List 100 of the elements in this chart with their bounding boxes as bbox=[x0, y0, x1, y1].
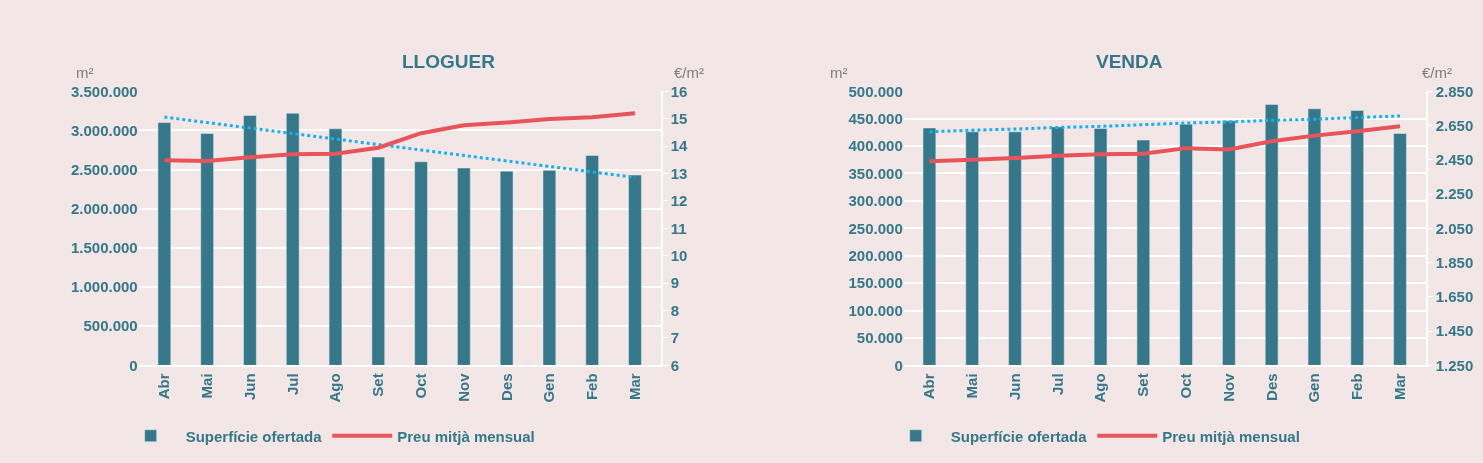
legend-label: Preu mitjà mensual bbox=[397, 427, 535, 445]
y-axis-title: m² bbox=[76, 64, 94, 81]
bar bbox=[414, 161, 428, 366]
bar bbox=[499, 170, 514, 366]
y2-tick-label: 9 bbox=[670, 274, 679, 292]
y2-tick-label: 1.450 bbox=[1435, 322, 1474, 340]
chart-title: LLOGUER bbox=[402, 51, 496, 72]
y2-tick-label: 2.050 bbox=[1435, 219, 1474, 237]
y2-tick-label: 1.250 bbox=[1435, 356, 1474, 374]
y2-tick-label: 14 bbox=[670, 137, 688, 155]
bar bbox=[965, 131, 979, 366]
bar bbox=[628, 174, 642, 366]
x-tick-label: Set bbox=[1134, 373, 1152, 397]
y-tick-label: 2.500.000 bbox=[70, 160, 138, 178]
y-tick-label: 0 bbox=[129, 356, 138, 374]
x-tick-label: Mai bbox=[963, 373, 981, 399]
bar bbox=[371, 156, 385, 366]
legend-label: Preu mitjà mensual bbox=[1162, 427, 1300, 445]
y-tick-label: 3.000.000 bbox=[70, 121, 138, 139]
y2-tick-label: 11 bbox=[670, 219, 687, 237]
bar bbox=[1136, 139, 1150, 366]
bar bbox=[1265, 104, 1279, 366]
bar bbox=[1093, 128, 1108, 366]
y-tick-label: 1.000.000 bbox=[70, 278, 138, 296]
y-tick-label: 0 bbox=[894, 356, 903, 374]
bar bbox=[328, 128, 343, 366]
y2-tick-label: 1.650 bbox=[1435, 288, 1474, 306]
line-series bbox=[927, 124, 1403, 164]
y-tick-label: 1.500.000 bbox=[70, 239, 138, 257]
x-tick-label: Jul bbox=[283, 373, 301, 396]
x-tick-label: Oct bbox=[411, 373, 429, 399]
y2-tick-label: 12 bbox=[670, 192, 688, 210]
bar bbox=[922, 127, 937, 366]
bar bbox=[457, 167, 471, 366]
bar bbox=[1393, 133, 1407, 366]
y2-tick-label: 6 bbox=[670, 356, 679, 374]
x-tick-label: Nov bbox=[454, 372, 472, 402]
x-tick-label: Ago bbox=[1091, 373, 1109, 403]
x-tick-label: Nov bbox=[1219, 372, 1237, 402]
bar bbox=[286, 112, 300, 366]
y2-tick-label: 2.850 bbox=[1435, 82, 1474, 100]
x-tick-label: Abr bbox=[155, 373, 173, 400]
x-tick-label: Feb bbox=[1348, 373, 1366, 401]
bar bbox=[1222, 120, 1236, 366]
bar bbox=[1008, 131, 1022, 366]
bar bbox=[200, 133, 214, 366]
y-tick-label: 150.000 bbox=[848, 274, 903, 292]
y-tick-label: 450.000 bbox=[848, 109, 903, 127]
legend-label: Superfície ofertada bbox=[185, 427, 323, 445]
bar bbox=[243, 115, 257, 366]
x-tick-label: Oct bbox=[1176, 373, 1194, 399]
y-tick-label: 500.000 bbox=[848, 82, 903, 100]
y-tick-label: 250.000 bbox=[848, 219, 903, 237]
x-tick-label: Gen bbox=[1305, 373, 1323, 403]
x-tick-label: Jun bbox=[240, 373, 258, 401]
x-tick-label: Feb bbox=[583, 373, 601, 401]
bar bbox=[1350, 110, 1364, 366]
y2-tick-label: 16 bbox=[670, 82, 688, 100]
y-tick-label: 300.000 bbox=[848, 192, 903, 210]
bar bbox=[1051, 126, 1065, 366]
y-tick-label: 350.000 bbox=[848, 164, 903, 182]
y2-tick-label: 2.450 bbox=[1435, 151, 1474, 169]
y2-axis-title: €/m² bbox=[1422, 64, 1452, 81]
x-tick-label: Mar bbox=[625, 373, 643, 401]
y-tick-label: 3.500.000 bbox=[70, 82, 138, 100]
line-series bbox=[162, 111, 637, 163]
y2-tick-label: 13 bbox=[670, 164, 688, 182]
x-tick-label: Jul bbox=[1048, 373, 1066, 396]
y2-axis-title: €/m² bbox=[674, 64, 704, 81]
y2-tick-label: 2.250 bbox=[1435, 185, 1474, 203]
legend-label: Superfície ofertada bbox=[950, 427, 1088, 445]
y-tick-label: 50.000 bbox=[856, 329, 903, 347]
y-tick-label: 400.000 bbox=[848, 137, 903, 155]
x-tick-label: Gen bbox=[540, 373, 558, 403]
x-tick-label: Des bbox=[497, 373, 515, 401]
bar bbox=[542, 170, 557, 366]
y2-tick-label: 10 bbox=[670, 246, 688, 264]
x-tick-label: Abr bbox=[920, 373, 938, 400]
y2-tick-label: 8 bbox=[670, 301, 679, 319]
chart-title: VENDA bbox=[1096, 51, 1163, 72]
y-tick-label: 100.000 bbox=[848, 301, 903, 319]
y-tick-label: 200.000 bbox=[848, 246, 903, 264]
y2-tick-label: 7 bbox=[670, 329, 679, 347]
bar bbox=[1307, 108, 1322, 366]
y-tick-label: 2.000.000 bbox=[70, 199, 138, 217]
y2-tick-label: 15 bbox=[670, 109, 688, 127]
y-tick-label: 500.000 bbox=[83, 317, 138, 335]
line-series bbox=[162, 115, 637, 179]
line-series bbox=[927, 114, 1402, 134]
bar bbox=[157, 122, 172, 366]
x-tick-label: Jun bbox=[1005, 373, 1023, 401]
x-tick-label: Mar bbox=[1390, 373, 1408, 401]
y2-tick-label: 1.850 bbox=[1435, 253, 1474, 271]
x-tick-label: Ago bbox=[326, 373, 344, 403]
x-tick-label: Set bbox=[369, 373, 387, 397]
y2-tick-label: 2.650 bbox=[1435, 116, 1474, 134]
x-tick-label: Des bbox=[1262, 373, 1280, 401]
y-axis-title: m² bbox=[830, 64, 848, 81]
x-tick-label: Mai bbox=[198, 373, 216, 399]
bar bbox=[585, 155, 599, 366]
